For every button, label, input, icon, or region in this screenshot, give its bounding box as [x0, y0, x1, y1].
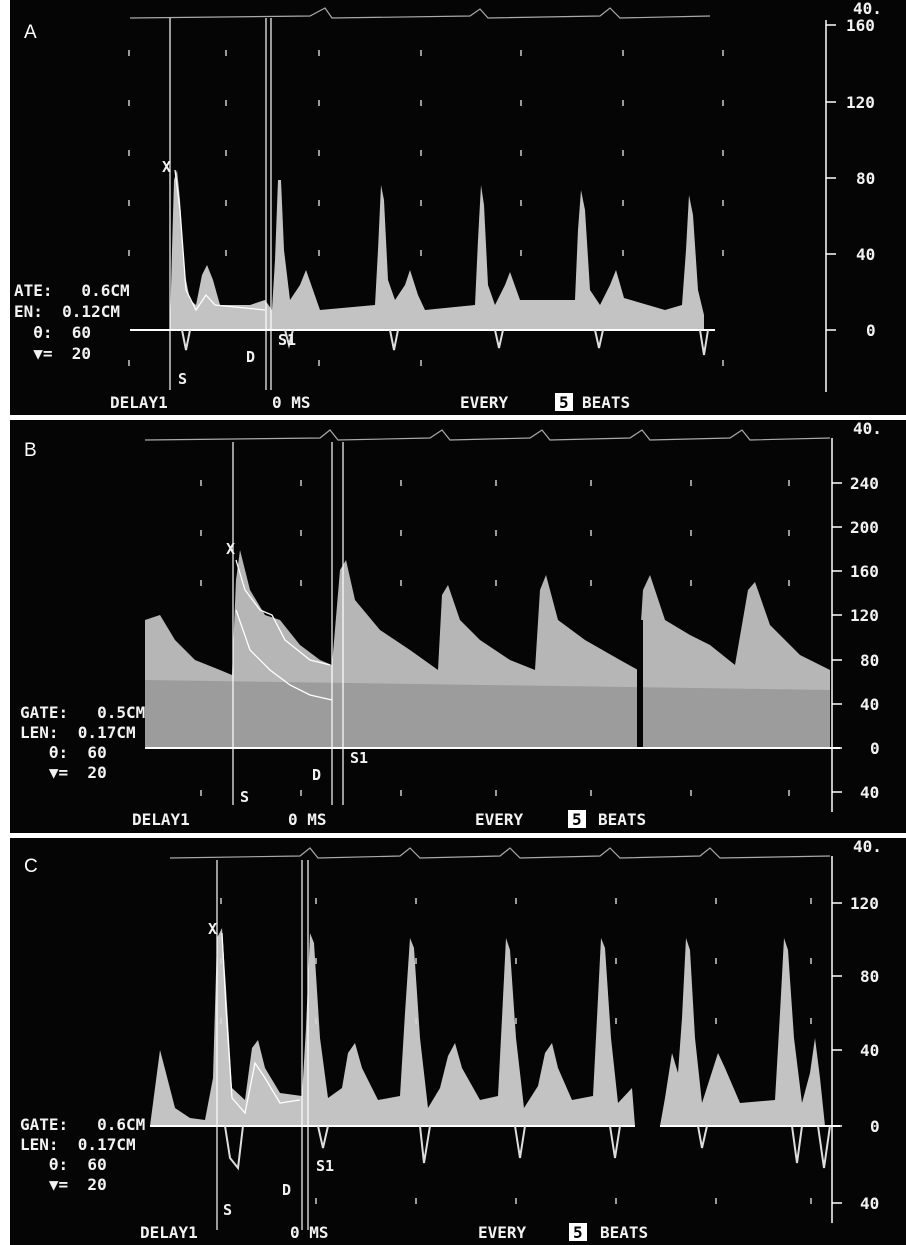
s-marker: S	[178, 370, 187, 388]
peak-marker-x: X	[208, 920, 217, 938]
gate-readout: GATE: 0.5CM	[20, 703, 145, 722]
delay-label: DELAY1	[132, 810, 190, 829]
length-readout: LEN: 0.17CM	[20, 1135, 136, 1154]
beats-label: BEATS	[582, 393, 630, 412]
doppler-panel-a: 40. 160 120 80 40 0 A X ATE: 0.6CM EN: 0…	[10, 0, 906, 415]
scale-label: 80	[860, 651, 879, 670]
every-label: EVERY	[475, 810, 524, 829]
scale-label: 120	[846, 93, 875, 112]
scale-readout: ▼= 20	[20, 1175, 107, 1194]
s-marker: S	[223, 1201, 232, 1219]
gate-readout: ATE: 0.6CM	[14, 281, 130, 300]
angle-readout: θ: 60	[14, 323, 91, 342]
s1-marker: S1	[278, 331, 296, 349]
doppler-panel-b: 40. 240 200 160 120 80 40 0 40 B X GATE:…	[10, 420, 906, 833]
beats-label: BEATS	[598, 810, 646, 829]
scale-label: 120	[850, 894, 879, 913]
every-label: EVERY	[460, 393, 509, 412]
ecg-trace	[144, 429, 831, 441]
scale-label: 40	[860, 1041, 879, 1060]
beats-count: 5	[559, 393, 569, 412]
ecg-trace	[169, 847, 831, 859]
scale-readout: ▼= 20	[14, 344, 91, 363]
d-marker: D	[312, 766, 321, 784]
scale-label: 40	[856, 245, 875, 264]
doppler-spectrum	[170, 170, 704, 330]
delay-ms-label: 0 MS	[290, 1223, 329, 1242]
panel-letter: B	[24, 440, 37, 461]
angle-readout: θ: 60	[20, 1155, 107, 1174]
peak-marker-x: X	[226, 540, 235, 558]
delay-label: DELAY1	[140, 1223, 198, 1242]
scale-label: 120	[850, 606, 879, 625]
delay-ms-label: 0 MS	[272, 393, 311, 412]
gate-readout: GATE: 0.6CM	[20, 1115, 145, 1134]
angle-readout: θ: 60	[20, 743, 107, 762]
scale-top-label: 40.	[853, 838, 882, 856]
delay-ms-label: 0 MS	[288, 810, 327, 829]
every-label: EVERY	[478, 1223, 527, 1242]
scale-label: 40	[860, 695, 879, 714]
scale-label: 0	[870, 1117, 880, 1136]
beats-count: 5	[573, 1223, 583, 1242]
scale-label: 160	[846, 16, 875, 35]
grid-dots	[128, 50, 724, 366]
doppler-panel-c: 40. 120 80 40 0 40 C X GATE: 0.6CM LEN: …	[10, 838, 906, 1245]
scale-top-label: 40.	[853, 420, 882, 438]
delay-label: DELAY1	[110, 393, 168, 412]
doppler-spectrum	[150, 928, 825, 1126]
d-marker: D	[282, 1181, 291, 1199]
scale-label: 40	[860, 783, 879, 802]
ecg-trace	[129, 7, 711, 19]
s-marker: S	[240, 788, 249, 806]
beats-label: BEATS	[600, 1223, 648, 1242]
peak-marker-x: X	[162, 158, 171, 176]
d-marker: D	[246, 348, 255, 366]
s1-marker: S1	[316, 1157, 334, 1175]
scale-label: 240	[850, 474, 879, 493]
scale-top-label: 40.	[853, 0, 882, 18]
scale-label: 0	[870, 739, 880, 758]
length-readout: LEN: 0.17CM	[20, 723, 136, 742]
scale-label: 200	[850, 518, 879, 537]
panel-letter: C	[24, 856, 38, 877]
panel-letter: A	[24, 22, 37, 43]
grid-dots	[200, 480, 790, 796]
scale-label: 80	[860, 967, 879, 986]
scale-label: 80	[856, 169, 875, 188]
scale-label: 0	[866, 321, 876, 340]
scale-readout: ▼= 20	[20, 763, 107, 782]
length-readout: EN: 0.12CM	[14, 302, 120, 321]
scale-label: 160	[850, 562, 879, 581]
s1-marker: S1	[350, 749, 368, 767]
scale-label: 40	[860, 1194, 879, 1213]
beats-count: 5	[572, 810, 582, 829]
